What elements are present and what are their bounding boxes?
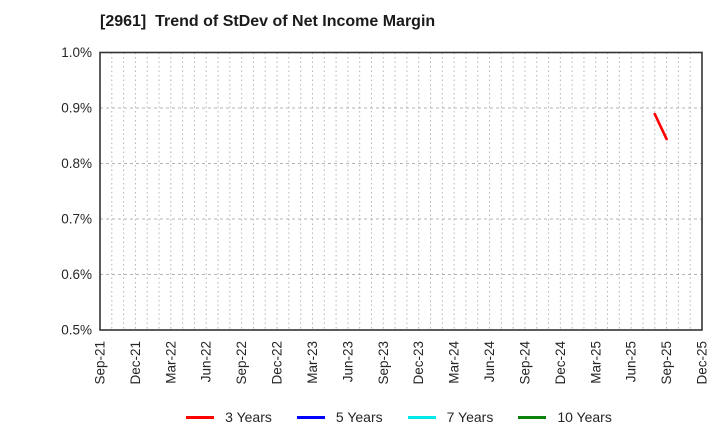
x-tick-label: Dec-25 [695,341,710,385]
y-tick-label: 0.6% [61,267,92,282]
axis-border [99,51,703,331]
y-tick-label: 0.5% [61,323,92,338]
legend-line-swatch [186,415,215,419]
y-tick-label: 1.0% [61,45,92,60]
x-tick-label: Sep-25 [659,341,674,385]
x-tick-label: Sep-23 [376,341,391,385]
legend-line-swatch [518,415,547,419]
legend-item-3-years: 3 Years [186,410,272,424]
x-tick-label: Sep-24 [517,341,532,385]
legend-line-swatch [407,415,436,419]
x-tick-label: Mar-23 [305,341,320,384]
y-tick-label: 0.8% [61,156,92,171]
x-tick-label: Jun-25 [624,341,639,382]
x-tick-label: Mar-25 [588,341,603,384]
legend-label: 3 Years [225,409,272,425]
x-tick-label: Dec-22 [270,341,285,385]
legend-item-7-years: 7 Years [407,409,494,425]
x-tick-label: Jun-23 [340,341,355,382]
y-tick-label: 0.7% [61,212,92,227]
legend-label: 10 Years [557,409,612,425]
x-tick-label: Dec-21 [128,341,143,385]
chart-title: [2961] Trend of StDev of Net Income Marg… [100,13,436,30]
x-tick-label: Sep-22 [234,341,249,385]
x-tick-label: Dec-23 [411,341,426,385]
x-tick-label: Sep-21 [93,341,108,385]
legend-line-swatch [296,415,325,419]
legend-item-5-years: 5 Years [296,409,383,425]
x-tick-label: Dec-24 [553,341,568,385]
chart-legend: 3 Years 5 Years 7 Years 10 Years [78,407,720,427]
legend-item-10-years: 10 Years [518,410,612,424]
series-line-3-years [653,112,668,141]
x-tick-label: Mar-22 [163,341,178,384]
legend-label: 5 Years [335,409,383,425]
y-tick-label: 0.9% [61,101,92,116]
x-tick-label: Jun-24 [482,341,497,383]
legend-label: 7 Years [446,409,494,425]
x-tick-label: Jun-22 [199,341,214,382]
x-tick-label: Mar-24 [447,341,462,384]
